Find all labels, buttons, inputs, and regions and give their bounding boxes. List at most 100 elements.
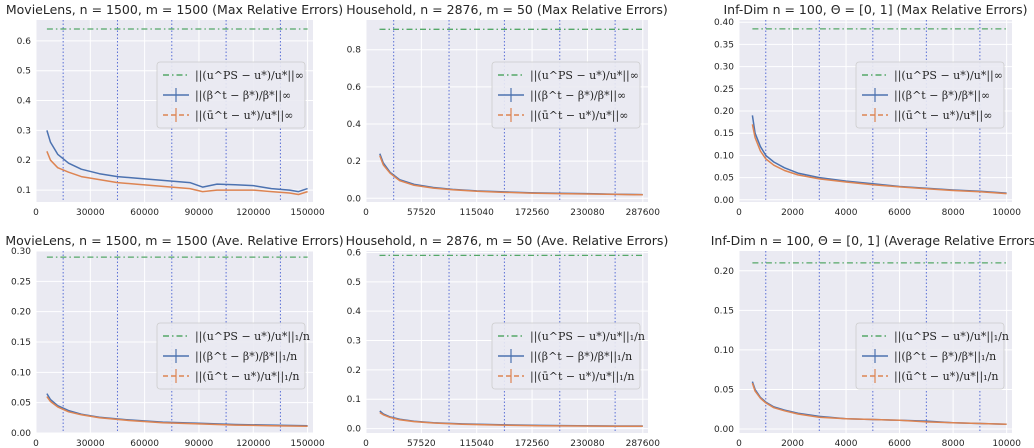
subplot-title: Inf-Dim n = 100, Θ = [0, 1] (Max Relativ… [723, 2, 1027, 17]
legend-box [491, 61, 641, 129]
y-tick-label: 0.05 [714, 174, 734, 184]
legend-label-beta: ||(β^t − β*)/β*||∞ [530, 89, 626, 103]
y-tick-label: 0.00 [714, 196, 734, 206]
x-tick-label: 6000 [888, 439, 911, 448]
y-tick-label: 0.10 [11, 368, 31, 378]
legend-label-beta: ||(β^t − β*)/β*||₁/n [894, 350, 996, 364]
y-tick-label: 0.6 [347, 83, 362, 93]
x-tick-label: 115040 [460, 439, 495, 448]
series-line-ubar [751, 124, 1007, 195]
legend-label-ubar: ||(ū^t − u*)/u*||∞ [530, 109, 628, 123]
y-tick-label: 0.30 [11, 247, 31, 257]
y-tick-label: 0.25 [714, 85, 734, 95]
subplot-2: 0 2000 4000 6000 8000 10000 0.00 0.05 0.10 0.15 0.… [714, 2, 1028, 218]
x-tick-label: 150000 [290, 208, 325, 218]
x-tick-label: 8000 [942, 439, 965, 448]
y-tick-label: 0.2 [347, 366, 361, 376]
legend: ||(u^PS − u*)/u*||₁/n ||(β^t − β*)/β*||₁/… [855, 322, 1009, 390]
legend-label-ps: ||(u^PS − u*)/u*||₁/n [894, 330, 1009, 344]
y-tick-label: 0.15 [714, 129, 734, 139]
y-tick-label: 0.1 [17, 186, 31, 196]
legend-label-ps: ||(u^PS − u*)/u*||∞ [195, 69, 304, 83]
x-tick-label: 120000 [236, 439, 271, 448]
x-tick-label: 230080 [570, 208, 605, 218]
x-tick-label: 4000 [835, 208, 858, 218]
legend: ||(u^PS − u*)/u*||∞ ||(β^t − β*)/β*||∞ ||(… [491, 61, 641, 129]
series-line-ubar [46, 151, 308, 196]
x-tick-label: 10000 [992, 439, 1021, 448]
x-tick-label: 10000 [992, 208, 1021, 218]
subplot-3: 0 30000 60000 90000 120000 150000 0.00 0.05 0.10… [5, 233, 343, 448]
x-tick-label: 60000 [130, 439, 159, 448]
y-tick-label: 0.20 [714, 267, 734, 277]
x-tick-label: 2000 [781, 208, 804, 218]
x-tick-label: 0 [363, 208, 369, 218]
series-line-ubar [46, 396, 308, 428]
legend-box [855, 61, 1005, 129]
x-tick-label: 57520 [407, 208, 436, 218]
x-tick-label: 172560 [515, 439, 550, 448]
x-tick-label: 0 [33, 439, 39, 448]
x-tick-label: 0 [363, 439, 369, 448]
series-line-ubar [379, 155, 643, 196]
y-tick-label: 0.25 [11, 277, 31, 287]
y-tick-label: 0.20 [11, 308, 31, 318]
y-tick-label: 0.40 [714, 18, 734, 28]
x-tick-label: 172560 [515, 208, 550, 218]
x-tick-label: 115040 [460, 208, 495, 218]
legend-label-ps: ||(u^PS − u*)/u*||₁/n [195, 330, 310, 344]
legend-label-ubar: ||(ū^t − u*)/u*||₁/n [195, 370, 299, 384]
legend: ||(u^PS − u*)/u*||∞ ||(β^t − β*)/β*||∞ ||(… [156, 61, 306, 129]
subplot-4: 0 57520 115040 172560 230080 287600 0.0 0.1 0.2 0… [346, 233, 669, 448]
x-tick-label: 60000 [130, 208, 159, 218]
legend-label-beta: ||(β^t − β*)/β*||∞ [195, 89, 291, 103]
series-line-ubar [379, 411, 643, 427]
y-tick-label: 0.4 [347, 307, 362, 317]
y-tick-label: 0.35 [714, 40, 734, 50]
x-tick-label: 4000 [835, 439, 858, 448]
subplot-title: MovieLens, n = 1500, m = 1500 (Max Relat… [6, 2, 343, 17]
x-tick-label: 2000 [781, 439, 804, 448]
legend-label-ubar: ||(ū^t − u*)/u*||∞ [894, 109, 992, 123]
y-tick-label: 0.1 [347, 395, 361, 405]
legend-label-ps: ||(u^PS − u*)/u*||∞ [894, 69, 1003, 83]
y-tick-label: 0.5 [347, 278, 361, 288]
legend-box [491, 322, 641, 390]
y-tick-label: 0.0 [347, 194, 362, 204]
subplot-0: 0 30000 60000 90000 120000 150000 0.1 0.2 0.3 0.4… [6, 2, 343, 218]
x-tick-label: 150000 [290, 439, 325, 448]
x-tick-label: 57520 [407, 439, 436, 448]
legend-label-ps: ||(u^PS − u*)/u*||₁/n [530, 330, 645, 344]
legend: ||(u^PS − u*)/u*||∞ ||(β^t − β*)/β*||∞ ||(… [855, 61, 1005, 129]
series-line-ubar [751, 382, 1007, 426]
y-tick-label: 0.05 [11, 399, 31, 409]
subplot-1: 0 57520 115040 172560 230080 287600 0.0 0.2 0.4 0… [346, 2, 668, 218]
x-tick-label: 30000 [76, 439, 105, 448]
x-tick-label: 120000 [236, 208, 271, 218]
y-tick-label: 0.00 [714, 425, 734, 435]
y-tick-label: 0.8 [347, 46, 362, 56]
x-tick-label: 287600 [626, 208, 661, 218]
legend-label-ubar: ||(ū^t − u*)/u*||₁/n [530, 370, 634, 384]
legend-label-beta: ||(β^t − β*)/β*||₁/n [195, 350, 297, 364]
legend: ||(u^PS − u*)/u*||₁/n ||(β^t − β*)/β*||₁/… [156, 322, 310, 390]
subplot-title: Household, n = 2876, m = 50 (Max Relativ… [346, 2, 668, 17]
legend-box [855, 322, 1005, 390]
x-tick-label: 30000 [76, 208, 105, 218]
subplot-title: Household, n = 2876, m = 50 (Ave. Relati… [346, 233, 669, 248]
y-tick-label: 0.6 [17, 37, 32, 47]
y-tick-label: 0.15 [11, 338, 31, 348]
legend-label-ubar: ||(ū^t − u*)/u*||₁/n [894, 370, 998, 384]
y-tick-label: 0.0 [347, 425, 362, 435]
y-tick-label: 0.4 [17, 97, 32, 107]
x-tick-label: 230080 [570, 439, 605, 448]
x-tick-label: 90000 [185, 439, 214, 448]
legend-label-ubar: ||(ū^t − u*)/u*||∞ [195, 109, 293, 123]
y-tick-label: 0.4 [347, 120, 362, 130]
y-tick-label: 0.10 [714, 151, 734, 161]
y-tick-label: 0.30 [714, 63, 734, 73]
y-tick-label: 0.20 [714, 107, 734, 117]
y-tick-label: 0.2 [347, 157, 361, 167]
y-tick-label: 0.05 [714, 385, 734, 395]
